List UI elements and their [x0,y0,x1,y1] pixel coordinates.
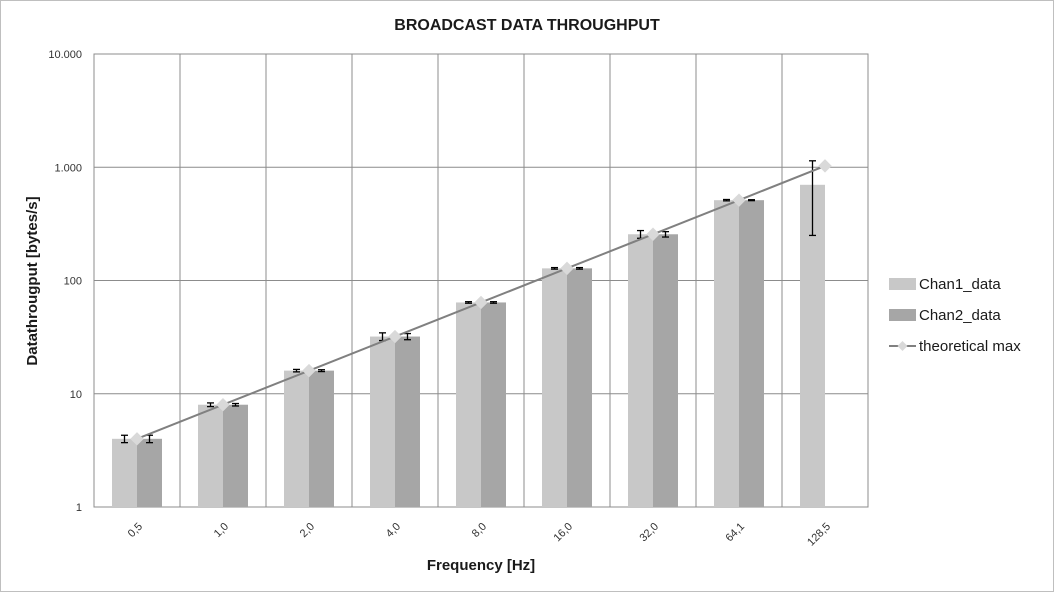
theoretical-max-marker [302,363,316,378]
error-bar [551,266,558,270]
bar-chan2-data [567,268,592,507]
y-tick-label: 10 [70,389,82,401]
error-bar [662,230,669,238]
x-tick-label: 8,0 [470,521,489,540]
x-tick-label: 0,5 [126,521,145,540]
legend-label: theoretical max [919,338,1021,355]
error-bar [318,369,325,373]
bar-chan1-data [456,302,481,507]
bar-chan2-data [739,200,764,507]
x-tick-label: 2,0 [298,521,317,540]
bar-chan1-data [370,336,395,507]
bar-chan1-data [628,234,653,507]
theoretical-max-marker [560,261,574,276]
bar-chan2-data [395,336,420,507]
theoretical-max-marker [732,193,746,207]
bar-chan2-data [223,404,248,507]
error-bars [121,160,816,444]
legend-label: Chan1_data [919,276,1001,293]
x-tick-labels: 0,5 1,0 2,0 4,0 8,0 16,0 32,0 64,1 128,5 [126,521,833,549]
error-bar [293,368,300,373]
bar-chan1-data [800,184,825,507]
y-tick-label: 1.000 [54,162,82,174]
error-bar [207,402,214,408]
y-tick-labels: 1 10 100 1.000 10.000 [48,49,82,514]
error-bar [490,301,497,304]
error-bar [748,199,755,202]
error-bar [121,434,128,444]
bar-chan1-data [542,268,567,507]
x-tick-label: 128,5 [805,521,833,549]
theoretical-max-marker [130,432,144,446]
error-bar [576,266,583,270]
error-bar [232,402,239,407]
bar-chan1-data [714,200,739,507]
theoretical-max-marker [818,159,832,173]
chart-title: BROADCAST DATA THROUGHPUT [394,17,660,34]
x-tick-label: 16,0 [551,521,575,545]
legend-swatch [889,309,916,321]
bar-chan2-data [137,438,162,507]
y-axis-title: Datathrougput [bytes/s] [24,196,41,365]
legend-label: Chan2_data [919,307,1001,324]
x-tick-label: 4,0 [384,521,403,540]
y-tick-label: 100 [64,276,82,288]
error-bar [809,160,816,237]
error-bar [465,301,472,304]
x-tick-label: 32,0 [637,521,661,545]
legend-swatch [889,278,916,290]
bar-chan2-data [653,234,678,507]
theoretical-line [130,159,832,446]
theoretical-max-marker [388,329,402,344]
theoretical-max-marker [646,227,660,241]
bar-chan1-data [198,404,223,507]
x-tick-label: 1,0 [212,521,231,540]
legend-marker [897,341,908,351]
x-axis-title: Frequency [Hz] [427,557,535,574]
x-tick-label: 64,1 [723,521,747,545]
bar-chan1-data [112,438,137,507]
legend: Chan1_data Chan2_data theoretical max [889,276,1021,355]
error-bar [723,198,730,202]
bars [112,184,825,507]
theoretical-max-marker [216,398,230,412]
bar-chan2-data [309,370,334,507]
bar-chan1-data [284,370,309,507]
theoretical-max-marker [474,295,488,310]
bar-chan2-data [481,302,506,507]
y-tick-label: 10.000 [48,49,82,61]
y-tick-label: 1 [76,502,82,514]
